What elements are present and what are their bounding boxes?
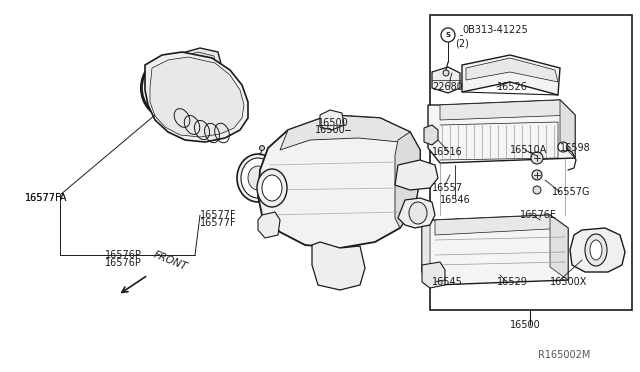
Text: 0B313-41225: 0B313-41225 <box>462 25 528 35</box>
Text: 16500: 16500 <box>315 125 346 135</box>
Polygon shape <box>422 220 430 278</box>
Circle shape <box>533 186 541 194</box>
Ellipse shape <box>257 169 287 207</box>
Text: 16577F: 16577F <box>200 210 237 220</box>
Text: 16576P: 16576P <box>105 258 142 268</box>
Text: (2): (2) <box>455 38 469 48</box>
Text: 16557: 16557 <box>432 183 463 193</box>
Text: FRONT: FRONT <box>152 250 189 272</box>
Circle shape <box>558 142 568 152</box>
Ellipse shape <box>248 166 268 190</box>
Circle shape <box>531 152 543 164</box>
Polygon shape <box>440 100 575 120</box>
Text: 16516: 16516 <box>432 147 463 157</box>
Text: 16557G: 16557G <box>552 187 591 197</box>
Text: 16577F: 16577F <box>200 218 237 228</box>
Text: 16577FA: 16577FA <box>25 193 67 203</box>
Polygon shape <box>466 58 558 82</box>
Circle shape <box>443 70 449 76</box>
Polygon shape <box>428 100 575 163</box>
Polygon shape <box>462 55 560 95</box>
Text: 16500: 16500 <box>510 320 541 330</box>
Polygon shape <box>570 228 625 272</box>
Ellipse shape <box>157 75 179 101</box>
Polygon shape <box>312 242 365 290</box>
Bar <box>430 15 632 310</box>
Text: 22680: 22680 <box>432 82 463 92</box>
Polygon shape <box>150 57 244 137</box>
Text: 16546: 16546 <box>440 195 471 205</box>
Polygon shape <box>258 212 280 238</box>
Ellipse shape <box>142 59 194 117</box>
Text: 16529: 16529 <box>497 277 528 287</box>
Text: 16545: 16545 <box>432 277 463 287</box>
Text: 16577FA: 16577FA <box>25 193 67 203</box>
Text: 16510A: 16510A <box>510 145 547 155</box>
Polygon shape <box>435 215 568 235</box>
Polygon shape <box>174 52 216 74</box>
Polygon shape <box>424 125 438 145</box>
Text: 16500: 16500 <box>318 118 349 128</box>
Text: 16598: 16598 <box>560 143 591 153</box>
Polygon shape <box>398 198 435 228</box>
Ellipse shape <box>237 154 279 202</box>
Polygon shape <box>280 115 410 150</box>
Ellipse shape <box>241 158 275 198</box>
Ellipse shape <box>262 175 282 201</box>
Ellipse shape <box>590 240 602 260</box>
Polygon shape <box>258 115 420 248</box>
Circle shape <box>441 28 455 42</box>
Polygon shape <box>395 160 438 190</box>
Polygon shape <box>172 48 222 78</box>
Circle shape <box>259 145 264 151</box>
Ellipse shape <box>149 67 187 109</box>
Text: R165002M: R165002M <box>538 350 590 360</box>
Text: 16526: 16526 <box>497 82 528 92</box>
Ellipse shape <box>409 202 427 224</box>
Polygon shape <box>422 215 568 285</box>
Polygon shape <box>395 132 420 228</box>
Polygon shape <box>320 110 344 130</box>
Polygon shape <box>422 262 445 288</box>
Ellipse shape <box>585 234 607 266</box>
Polygon shape <box>432 67 460 93</box>
Text: 16576P: 16576P <box>105 250 142 260</box>
Polygon shape <box>145 52 248 142</box>
Text: 16576E: 16576E <box>520 210 557 220</box>
Polygon shape <box>560 100 575 158</box>
Text: S: S <box>445 32 451 38</box>
Text: 16500X: 16500X <box>550 277 588 287</box>
Circle shape <box>532 170 542 180</box>
Polygon shape <box>550 215 568 280</box>
